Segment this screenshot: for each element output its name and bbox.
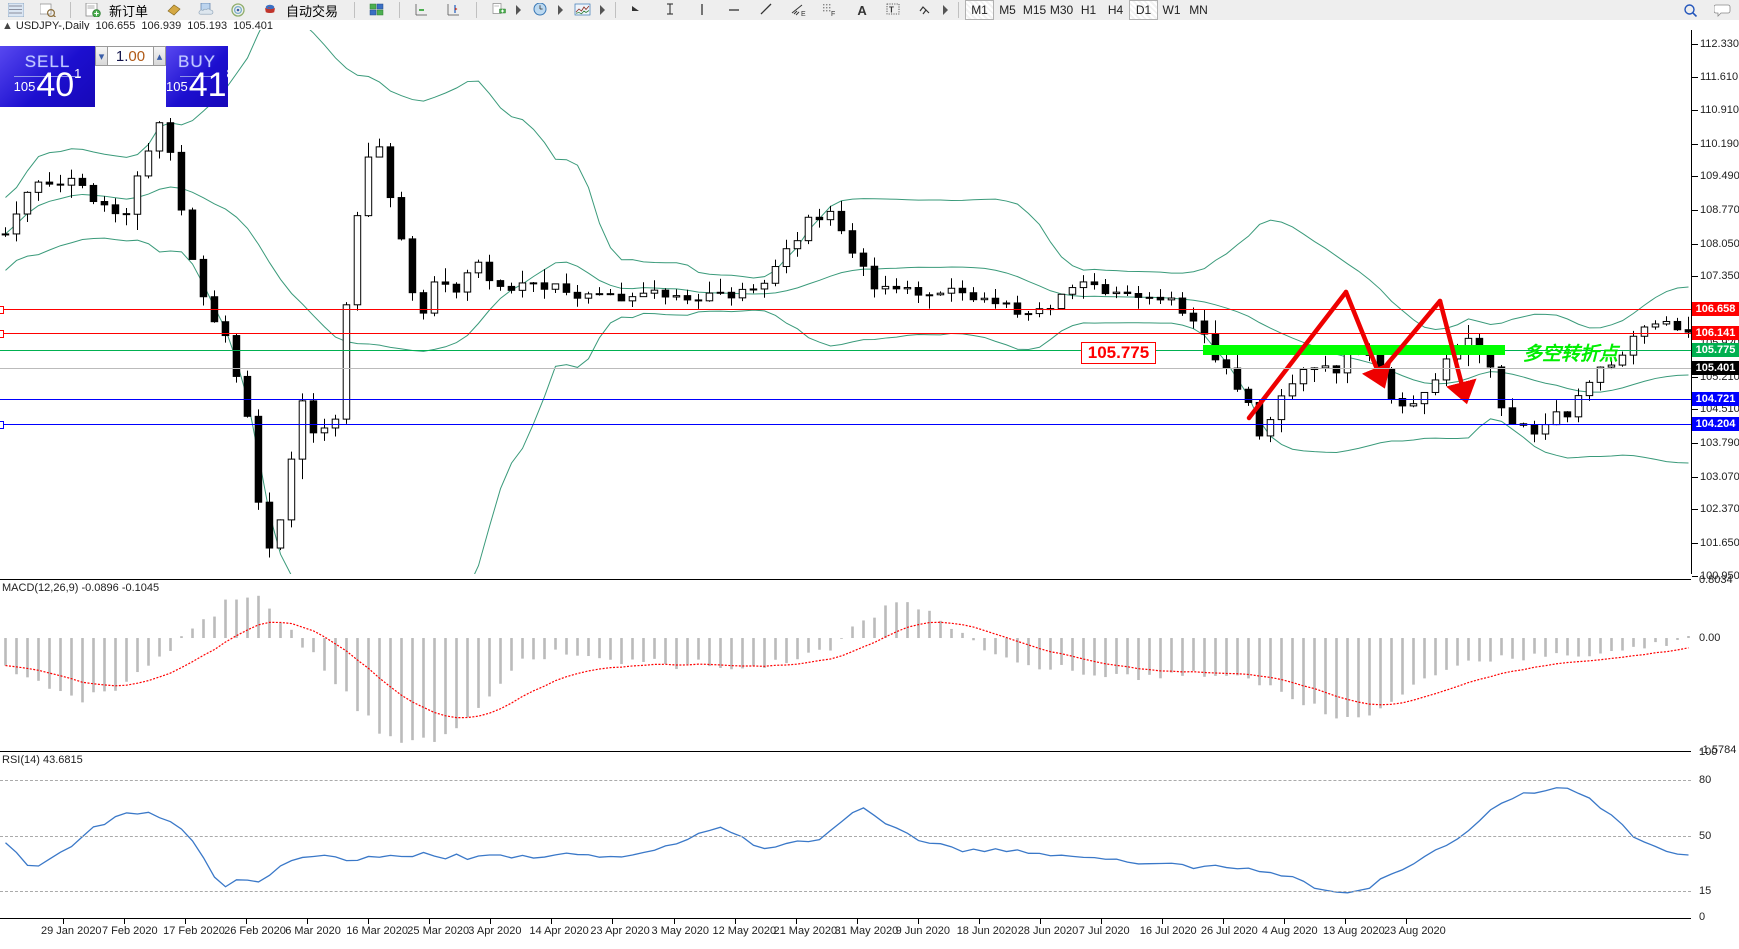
svg-text:F: F <box>831 11 835 17</box>
svg-text:E: E <box>801 11 806 17</box>
svg-text:T: T <box>889 6 894 15</box>
